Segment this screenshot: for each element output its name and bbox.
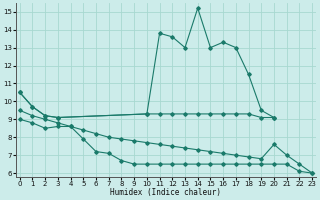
X-axis label: Humidex (Indice chaleur): Humidex (Indice chaleur) bbox=[110, 188, 221, 197]
